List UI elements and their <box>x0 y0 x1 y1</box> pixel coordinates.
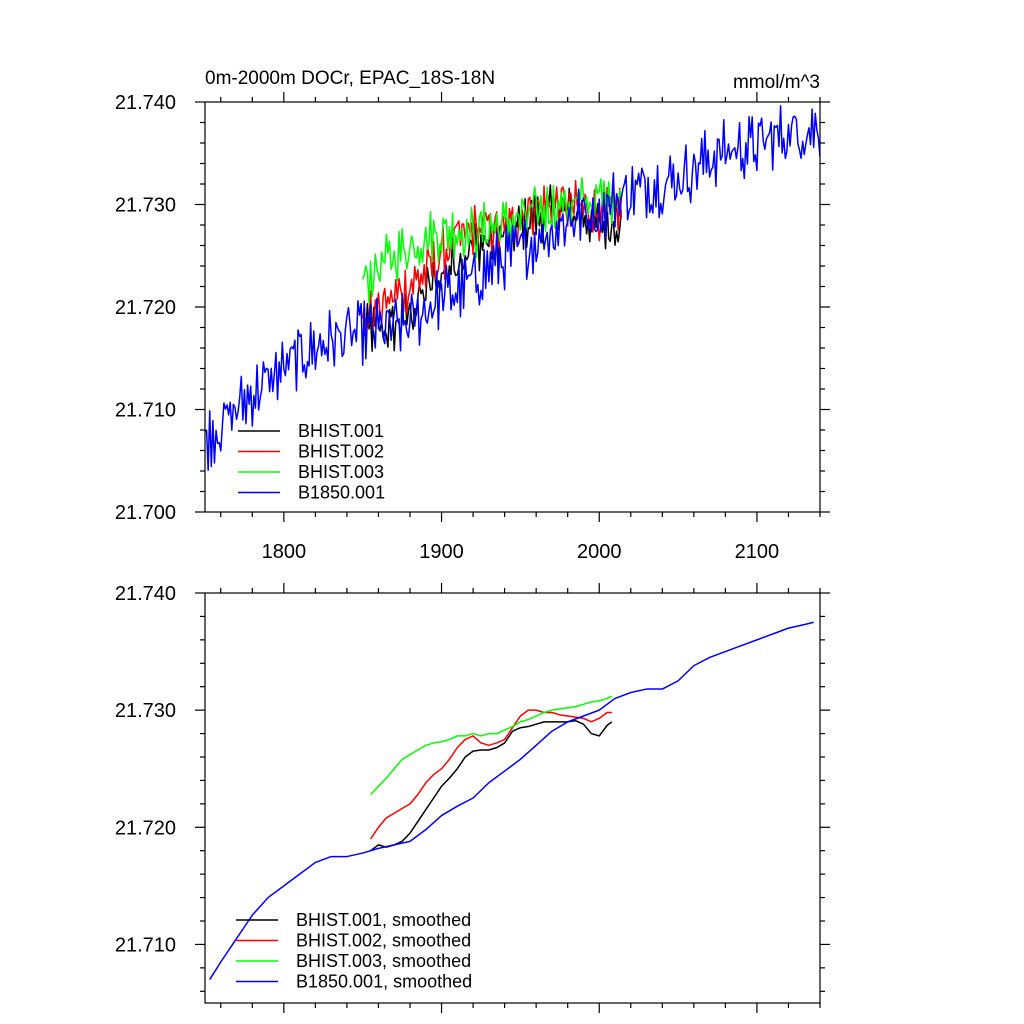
x-tick-label: 1800 <box>262 541 307 563</box>
top-panel: 0m-2000m DOCr, EPAC_18S-18N mmol/m^3 180… <box>115 68 830 563</box>
x-tick-label: 1900 <box>419 541 464 563</box>
y-tick-label: 21.710 <box>115 400 176 422</box>
series-line-bhist-003-smoothed <box>370 695 613 796</box>
y-tick-label: 21.730 <box>115 700 176 722</box>
legend-label: BHIST.003 <box>298 462 384 482</box>
legend-label: BHIST.002 <box>298 442 384 462</box>
legend-label: BHIST.002, smoothed <box>296 931 471 951</box>
x-tick-label: 2100 <box>735 541 780 563</box>
legend-label: B1850.001, smoothed <box>296 972 472 992</box>
legend-label: BHIST.001 <box>298 421 384 441</box>
legend-label: BHIST.001, smoothed <box>296 910 471 930</box>
y-tick-label: 21.730 <box>115 195 176 217</box>
series-line-bhist-001-smoothed <box>370 719 613 852</box>
x-tick-label: 2000 <box>577 541 622 563</box>
series-line-bhist-002-smoothed <box>369 709 612 840</box>
y-tick-label: 21.700 <box>115 502 176 524</box>
legend-label: BHIST.003, smoothed <box>296 951 471 971</box>
y-tick-label: 21.720 <box>115 817 176 839</box>
plot-frame <box>204 592 821 1004</box>
y-tick-label: 21.710 <box>115 934 176 956</box>
series-line-b1850-001-smoothed <box>209 621 814 980</box>
y-tick-label: 21.740 <box>115 583 176 605</box>
chart-title: 0m-2000m DOCr, EPAC_18S-18N <box>205 68 495 89</box>
units-label: mmol/m^3 <box>733 72 820 93</box>
series-group <box>205 105 820 471</box>
bottom-panel: 21.710 21.720 21.730 21.740 BHIST.001, smoot… <box>115 583 830 1013</box>
y-tick-label: 21.740 <box>115 92 176 114</box>
series-group <box>209 621 814 980</box>
legend-label: B1850.001 <box>298 483 385 503</box>
series-line-b1850-001 <box>205 105 820 471</box>
y-tick-label: 21.720 <box>115 297 176 319</box>
